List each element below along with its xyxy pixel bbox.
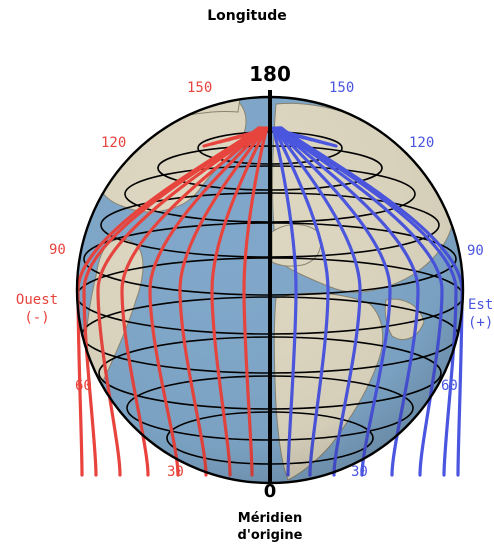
west-direction-name: Ouest: [15, 292, 59, 308]
west-60-label: 60: [75, 378, 92, 394]
east-120-label: 120: [409, 135, 435, 151]
east-90-label: 90: [467, 243, 484, 259]
west-120-label: 120: [101, 135, 127, 151]
east-direction-name: Est: [468, 297, 494, 313]
west-direction-sign: (-): [24, 310, 50, 326]
east-150-label: 150: [329, 80, 355, 96]
west-30-label: 30: [167, 464, 184, 480]
globe-outline: [75, 95, 465, 485]
west-direction-label: Ouest (-): [12, 291, 62, 327]
east-60-label: 60: [441, 378, 458, 394]
diagram-title: Longitude: [207, 8, 287, 24]
prime-meridian-caption-line2: d'origine: [237, 528, 303, 543]
west-90-label: 90: [49, 242, 66, 258]
east-direction-sign: (+): [468, 315, 494, 331]
prime-meridian-caption: Méridien d'origine: [0, 510, 494, 544]
meridian-0-label: 0: [263, 481, 277, 502]
west-150-label: 150: [187, 80, 213, 96]
meridian-180-label: 180: [249, 62, 291, 86]
prime-meridian-caption-line1: Méridien: [237, 511, 303, 526]
east-30-label: 30: [351, 464, 368, 480]
east-direction-label: Est (+): [468, 296, 494, 332]
globe-shading: [77, 97, 463, 483]
